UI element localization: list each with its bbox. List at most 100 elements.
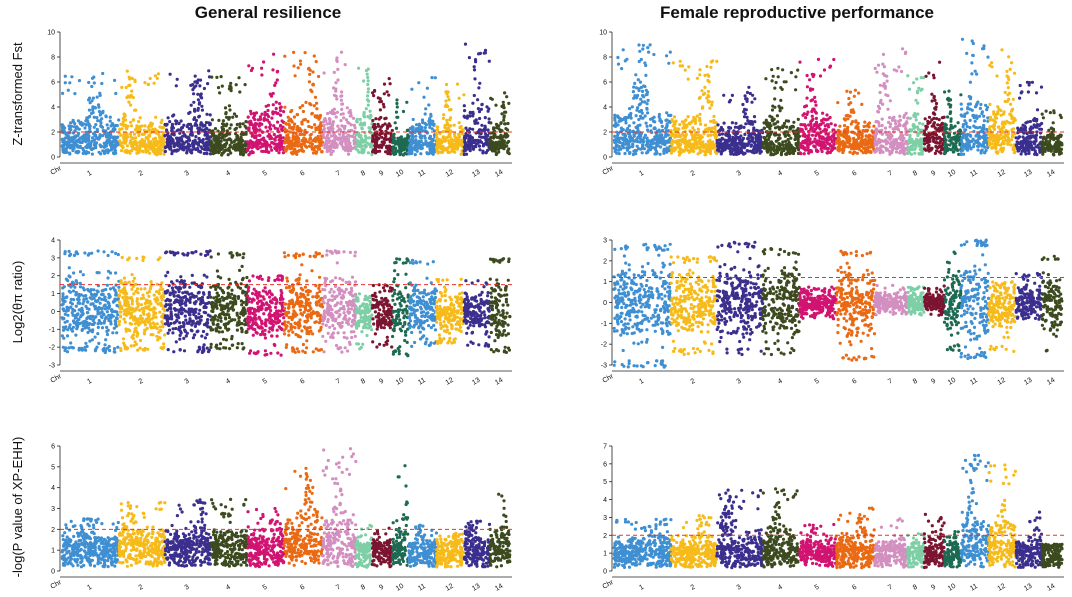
- snp-point: [180, 126, 184, 130]
- x-tick-label-chr-9: 9: [378, 170, 385, 178]
- snp-point: [98, 135, 102, 139]
- snp-point: [328, 117, 332, 121]
- snp-point: [462, 152, 466, 157]
- snp-point: [842, 146, 846, 150]
- snp-point: [137, 120, 141, 124]
- snp-point: [743, 94, 747, 98]
- snp-point: [444, 82, 449, 87]
- snp-point: [665, 111, 669, 115]
- snp-point: [502, 118, 506, 122]
- snp-point: [619, 126, 624, 130]
- snp-point: [171, 139, 175, 143]
- snp-point: [874, 127, 879, 131]
- snp-point: [479, 135, 483, 139]
- snp-point: [128, 95, 132, 99]
- snp-point: [161, 126, 165, 130]
- snp-point: [635, 144, 639, 148]
- snp-point: [907, 87, 912, 91]
- snp-point: [639, 116, 644, 120]
- snp-point: [224, 124, 228, 128]
- snp-point: [638, 80, 643, 84]
- snp-point: [258, 128, 262, 132]
- snp-point: [715, 148, 720, 152]
- snp-point: [765, 141, 770, 145]
- snp-point: [813, 100, 817, 104]
- snp-point: [875, 119, 879, 124]
- snp-point: [440, 147, 444, 152]
- snp-point: [125, 144, 130, 148]
- snp-point: [744, 122, 748, 126]
- snp-point: [246, 140, 250, 144]
- snp-point: [288, 144, 292, 148]
- snp-point: [247, 64, 251, 68]
- column-title-general-resilience: General resilience: [195, 3, 341, 22]
- snp-point: [387, 93, 391, 97]
- snp-point: [301, 104, 305, 108]
- snp-point: [505, 141, 509, 145]
- snp-point: [427, 103, 431, 107]
- snp-point: [733, 137, 737, 141]
- snp-point: [307, 80, 311, 84]
- snp-point: [137, 133, 141, 138]
- snp-point: [189, 129, 193, 133]
- snp-point: [188, 122, 193, 126]
- snp-point: [196, 106, 200, 110]
- snp-point: [847, 102, 851, 106]
- snp-point: [159, 142, 163, 146]
- snp-point: [193, 74, 197, 78]
- snp-point: [193, 116, 197, 120]
- snp-point: [802, 140, 806, 144]
- snp-point: [863, 120, 867, 124]
- snp-point: [846, 137, 850, 141]
- snp-point: [295, 141, 299, 145]
- snp-point: [326, 111, 330, 116]
- snp-point: [668, 50, 672, 54]
- snp-point: [914, 145, 918, 149]
- snp-point: [643, 61, 647, 65]
- snp-point: [709, 133, 713, 137]
- snp-point: [828, 150, 832, 155]
- snp-point: [646, 46, 650, 50]
- snp-point: [462, 114, 466, 118]
- snp-point: [445, 118, 449, 122]
- snp-point: [195, 147, 199, 151]
- snp-point: [269, 127, 273, 131]
- snp-point: [210, 141, 214, 145]
- snp-point: [801, 113, 805, 117]
- snp-point: [743, 132, 747, 136]
- snp-point: [374, 125, 378, 129]
- snp-point: [774, 139, 778, 143]
- snp-point: [92, 75, 96, 79]
- snp-point: [260, 143, 264, 147]
- snp-point: [264, 125, 268, 129]
- snp-point: [720, 147, 724, 151]
- snp-point: [175, 129, 179, 133]
- snp-point: [310, 111, 314, 115]
- snp-point: [386, 125, 390, 129]
- snp-point: [119, 149, 124, 153]
- snp-point: [66, 140, 70, 144]
- snp-point: [188, 110, 192, 114]
- chromosome-8-points: [906, 74, 926, 156]
- snp-point: [313, 114, 317, 118]
- snp-point: [777, 148, 781, 152]
- snp-point: [645, 106, 649, 110]
- snp-point: [618, 140, 622, 145]
- snp-point: [153, 140, 157, 144]
- snp-point: [264, 145, 268, 149]
- snp-point: [785, 125, 789, 129]
- snp-point: [651, 138, 655, 142]
- snp-point: [676, 144, 680, 148]
- snp-point: [659, 145, 663, 149]
- snp-point: [204, 148, 209, 152]
- snp-point: [761, 145, 765, 149]
- snp-point: [283, 105, 287, 109]
- y-tick-label: 0: [51, 155, 55, 162]
- snp-point: [61, 91, 65, 95]
- snp-point: [497, 127, 501, 131]
- snp-point: [271, 103, 275, 107]
- snp-point: [649, 124, 653, 128]
- snp-point: [243, 147, 247, 151]
- snp-point: [449, 116, 453, 120]
